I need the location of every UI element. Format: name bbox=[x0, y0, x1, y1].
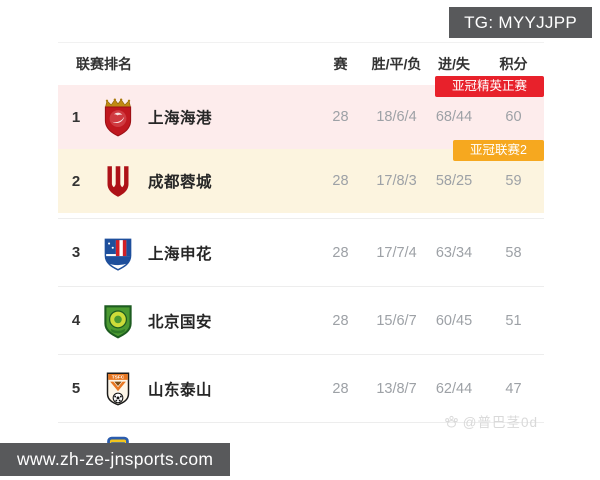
points: 47 bbox=[505, 380, 522, 397]
win-draw-loss: 17/8/3 bbox=[376, 173, 417, 189]
team-logo bbox=[94, 160, 142, 202]
qualification-badge: 亚冠联赛2 bbox=[453, 140, 544, 161]
table-row[interactable]: 亚冠精英正赛 1 上海海港 28 18/6/4 68/44 60 bbox=[58, 76, 544, 149]
paw-icon bbox=[444, 415, 458, 428]
header-win-draw-loss: 胜/平/负 bbox=[371, 56, 422, 72]
points: 58 bbox=[505, 244, 522, 261]
rank-number: 2 bbox=[71, 172, 81, 190]
header-goals: 进/失 bbox=[438, 56, 470, 72]
rank-number: 4 bbox=[71, 312, 81, 329]
header-ranking: 联赛排名 bbox=[76, 56, 132, 72]
goals-for-against: 60/45 bbox=[435, 312, 473, 329]
team-name: 山东泰山 bbox=[148, 381, 213, 399]
qualification-badge: 亚冠精英正赛 bbox=[434, 76, 544, 97]
shanghai-port-crest-icon bbox=[104, 98, 132, 137]
matches-played: 28 bbox=[332, 312, 349, 329]
shandong-taishan-crest-icon: TSFC bbox=[106, 372, 130, 406]
team-logo bbox=[94, 96, 142, 138]
watermark-text: @普巴茎0d bbox=[462, 415, 538, 430]
matches-played: 28 bbox=[332, 109, 349, 125]
points: 59 bbox=[505, 173, 522, 189]
goals-for-against: 68/44 bbox=[435, 109, 473, 125]
matches-played: 28 bbox=[332, 173, 349, 189]
rank-number: 1 bbox=[71, 108, 81, 126]
rank-number: 3 bbox=[71, 244, 81, 261]
team-name: 北京国安 bbox=[148, 313, 213, 331]
goals-for-against: 62/44 bbox=[435, 380, 473, 397]
table-row[interactable]: 亚冠联赛2 2 成都蓉城 28 17/8/3 58/25 59 bbox=[58, 140, 544, 213]
matches-played: 28 bbox=[332, 244, 349, 261]
team-name: 上海海港 bbox=[148, 110, 213, 127]
tg-handle-box: TG: MYYJJPP bbox=[449, 7, 592, 38]
win-draw-loss: 15/6/7 bbox=[376, 312, 417, 329]
table-row[interactable]: 4 北京国安 28 15/6/7 60/45 51 bbox=[58, 286, 544, 354]
beijing-guoan-crest-icon bbox=[104, 304, 132, 338]
header-points: 积分 bbox=[499, 56, 528, 72]
svg-text:TSFC: TSFC bbox=[112, 374, 125, 380]
header-played: 赛 bbox=[333, 56, 348, 72]
table-row[interactable]: 5 TSFC 山东泰山 28 13/8/7 62/44 47 bbox=[58, 354, 544, 422]
win-draw-loss: 18/6/4 bbox=[376, 109, 417, 125]
watermark: @普巴茎0d bbox=[444, 411, 538, 431]
rank-number: 5 bbox=[71, 380, 81, 397]
win-draw-loss: 13/8/7 bbox=[376, 380, 417, 397]
team-logo: TSFC bbox=[94, 368, 142, 410]
matches-played: 28 bbox=[332, 380, 349, 397]
points: 60 bbox=[505, 109, 522, 125]
site-url-box: www.zh-ze-jnsports.com bbox=[0, 443, 231, 476]
team-name: 成都蓉城 bbox=[148, 174, 213, 191]
chengdu-rongcheng-crest-icon bbox=[107, 165, 129, 197]
goals-for-against: 58/25 bbox=[435, 173, 473, 189]
points: 51 bbox=[505, 312, 522, 329]
goals-for-against: 63/34 bbox=[435, 244, 473, 261]
table-header-row: 联赛排名 赛 胜/平/负 进/失 积分 bbox=[58, 42, 544, 85]
table-row[interactable]: 3 上海申花 28 17/7/4 63/34 58 bbox=[58, 218, 544, 286]
team-name: 上海申花 bbox=[148, 245, 213, 263]
team-logo bbox=[94, 300, 142, 342]
win-draw-loss: 17/7/4 bbox=[376, 244, 417, 261]
shanghai-shenhua-crest-icon bbox=[104, 238, 132, 271]
team-logo bbox=[94, 232, 142, 274]
